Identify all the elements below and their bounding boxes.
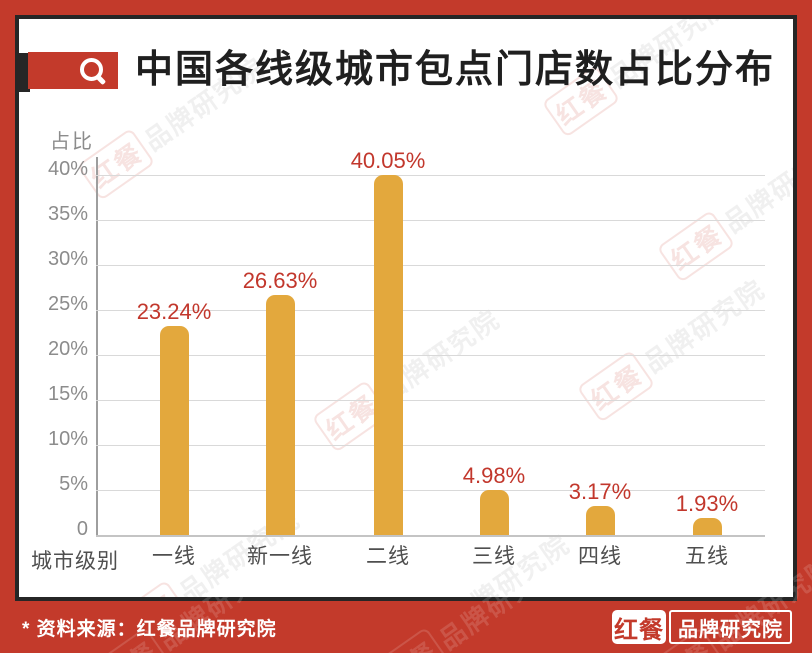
bar [479, 490, 509, 535]
gridline [96, 355, 765, 356]
source-note: * 资料来源：红餐品牌研究院 [22, 618, 277, 640]
x-category-label: 二线 [366, 545, 410, 568]
bar-value-label: 40.05% [350, 148, 426, 173]
y-tick-label: 20% [47, 338, 88, 360]
magnifier-handle [94, 73, 107, 85]
bar-value-label: 4.98% [462, 463, 526, 488]
x-category-label: 四线 [578, 545, 622, 568]
bar-value-label: 23.24% [136, 299, 212, 324]
title-accent-shadow [19, 53, 30, 92]
x-category-label: 新一线 [247, 545, 313, 568]
title-accent-block [28, 52, 118, 89]
gridline [96, 445, 765, 446]
y-axis-line [96, 157, 98, 535]
bar [265, 295, 295, 535]
bar [692, 518, 722, 535]
gridline [96, 265, 765, 266]
x-category-label: 三线 [472, 545, 516, 568]
x-category-label: 五线 [685, 545, 729, 568]
bar [373, 175, 403, 535]
bar-value-label: 26.63% [242, 268, 318, 293]
brand-logo: 红餐 品牌研究院 [612, 610, 792, 644]
x-axis-baseline [96, 535, 765, 537]
y-tick-label: 5% [59, 473, 88, 495]
chart-panel: 红餐品牌研究院红餐品牌研究院红餐品牌研究院红餐品牌研究院红餐品牌研究院红餐品牌研… [15, 15, 797, 601]
gridline [96, 175, 765, 176]
bar [159, 326, 189, 535]
brand-logo-mark: 红餐 [612, 610, 666, 644]
y-tick-label: 0 [76, 518, 88, 540]
y-tick-label: 30% [47, 248, 88, 270]
footer-band: * 资料来源：红餐品牌研究院 红餐 品牌研究院 [0, 601, 812, 653]
y-tick-label: 10% [47, 428, 88, 450]
bar [585, 506, 615, 535]
gridline [96, 400, 765, 401]
magnifier-lens [80, 57, 103, 81]
gridline [96, 310, 765, 311]
x-axis-title: 城市级别 [31, 550, 119, 573]
y-tick-label: 15% [47, 383, 88, 405]
y-tick-label: 35% [47, 203, 88, 225]
gridline [96, 220, 765, 221]
brand-logo-suffix: 品牌研究院 [669, 610, 792, 644]
bar-value-label: 3.17% [568, 479, 632, 504]
bar-value-label: 1.93% [675, 491, 739, 516]
magnifier-icon [80, 57, 107, 85]
y-axis-title: 占比 [50, 131, 94, 153]
x-category-label: 一线 [152, 545, 196, 568]
y-tick-label: 40% [47, 158, 88, 180]
gridline [96, 490, 765, 491]
chart-title: 中国各线级城市包点门店数占比分布 [135, 49, 776, 91]
y-tick-label: 25% [47, 293, 88, 315]
